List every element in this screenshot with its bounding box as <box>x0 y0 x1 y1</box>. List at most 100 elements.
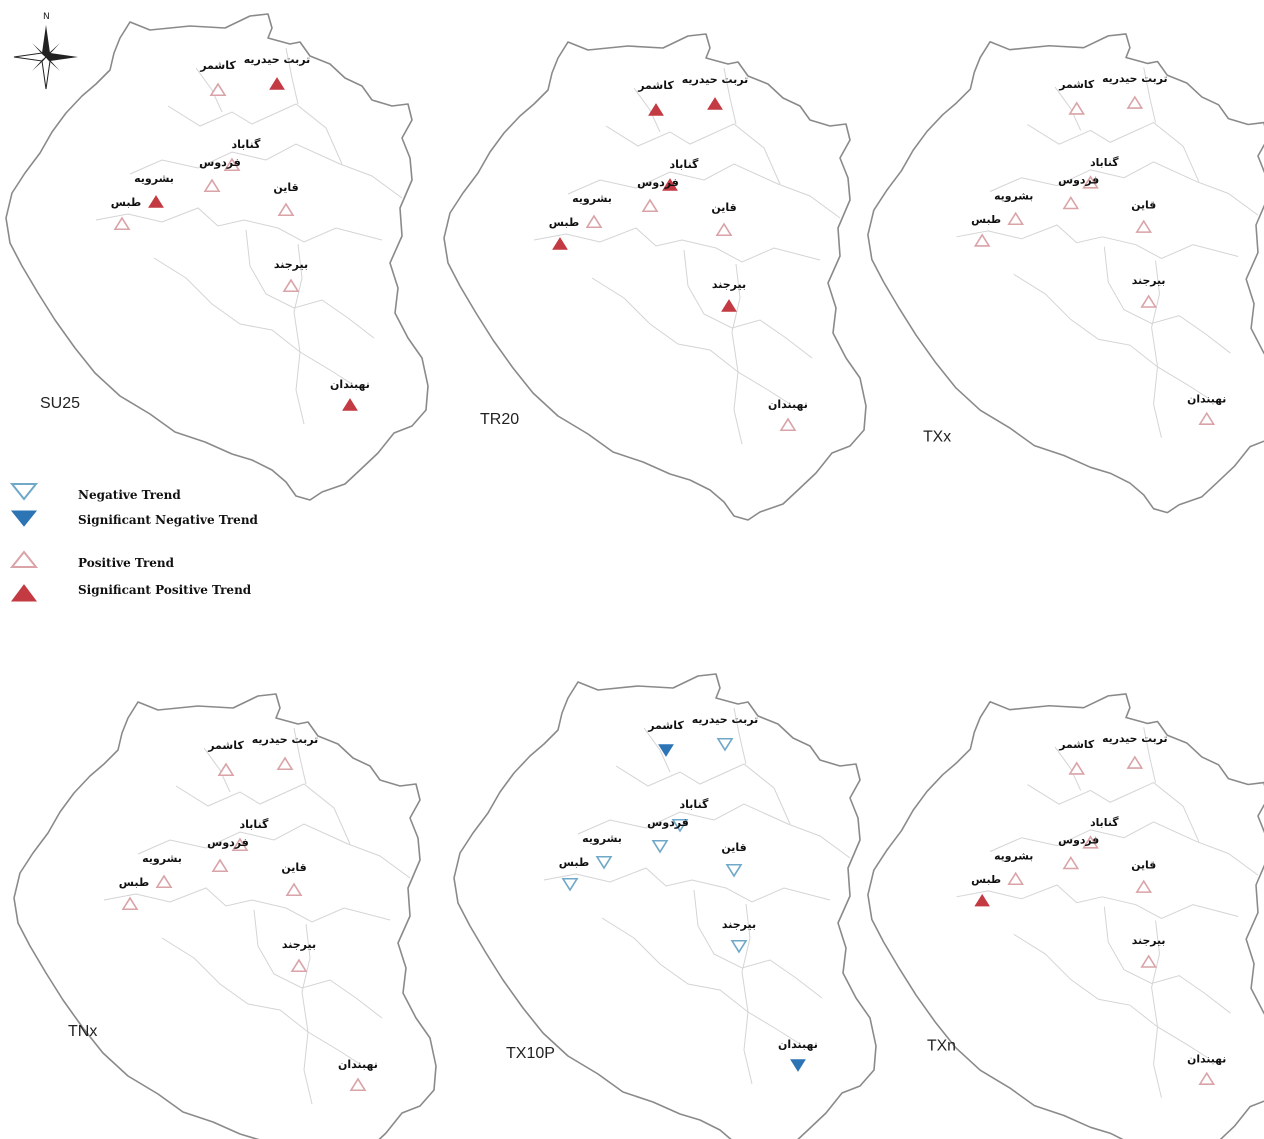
province-outline <box>5 13 429 501</box>
station-trend-marker <box>290 958 308 973</box>
station-trend-marker <box>730 939 748 954</box>
county-border <box>643 727 671 773</box>
legend-label-negative: Negative Trend <box>78 488 181 502</box>
station-label: قاین <box>721 841 746 854</box>
station-label: فردوس <box>1058 834 1099 847</box>
station-label: گناباد <box>1090 156 1119 169</box>
station-trend-marker <box>1062 855 1080 870</box>
legend-symbol-significant-negative <box>10 510 38 527</box>
station-trend-marker <box>342 398 358 411</box>
station-label: فردوس <box>647 816 689 829</box>
station-trend-marker <box>1068 761 1086 775</box>
county-border <box>175 783 351 845</box>
station-trend-marker <box>790 1059 806 1072</box>
station-label: قاین <box>1131 198 1156 211</box>
station-trend-marker <box>716 737 734 752</box>
county-border <box>161 937 361 1065</box>
station-trend-marker <box>209 82 227 97</box>
county-border <box>103 887 391 923</box>
station-label: بیرجند <box>274 258 308 271</box>
county-border <box>989 161 1259 216</box>
legend-label-significant-positive: Significant Positive Trend <box>78 583 252 597</box>
station-trend-marker <box>1126 95 1144 109</box>
county-border <box>293 243 305 425</box>
county-border <box>956 224 1239 260</box>
county-border <box>137 823 411 879</box>
station-trend-marker <box>1135 219 1153 233</box>
station-label: فردوس <box>1058 174 1099 187</box>
county-border <box>1151 920 1162 1098</box>
panel-index-label: TNx <box>68 1023 97 1040</box>
station-label: بیرجند <box>1132 934 1166 947</box>
station-label: قاین <box>1131 858 1156 871</box>
panel-index-label: TX10P <box>506 1045 555 1062</box>
province-outline <box>867 693 1264 1139</box>
station-label: تربت حیدریه <box>682 73 748 86</box>
station-trend-marker <box>269 77 285 90</box>
county-border <box>195 67 223 113</box>
station-label: طبس <box>119 876 149 889</box>
station-label: نهبندان <box>330 378 370 391</box>
panel-index-label: TXn <box>927 1037 956 1054</box>
station-trend-marker <box>217 762 235 777</box>
county-border <box>301 923 313 1105</box>
station-trend-marker <box>707 97 723 110</box>
station-label: گناباد <box>232 138 262 151</box>
county-border <box>293 727 307 785</box>
station-label: بشرویه <box>142 852 182 865</box>
station-trend-marker <box>973 233 991 247</box>
station-label: طبس <box>971 873 1001 886</box>
county-border <box>533 227 821 263</box>
station-trend-marker <box>1068 101 1086 115</box>
map-panel-tnx: تربت حیدریه کاشمر گناباد فردوس بشرویه طبس قاین… <box>13 693 437 1139</box>
station-label: قاین <box>281 861 306 874</box>
province-outline <box>453 673 877 1139</box>
county-border <box>1013 933 1209 1059</box>
station-trend-marker <box>1007 211 1024 226</box>
station-trend-marker <box>349 1077 367 1092</box>
station-trend-marker <box>277 202 295 217</box>
county-border <box>723 67 737 125</box>
map-panel-tx10p: تربت حیدریه کاشمر گناباد فردوس بشرویه طبس قاین… <box>453 673 877 1139</box>
station-trend-marker <box>1140 294 1157 308</box>
station-label: نهبندان <box>1187 392 1226 405</box>
county-border <box>1143 67 1157 123</box>
county-border <box>601 917 801 1045</box>
legend-label-significant-negative: Significant Negative Trend <box>78 513 259 527</box>
station-label: بیرجند <box>712 278 746 291</box>
panel-index-label: TR20 <box>480 411 519 428</box>
county-border <box>253 909 383 1019</box>
county-border <box>153 257 353 385</box>
station-label: بیرجند <box>282 938 316 951</box>
station-label: کاشمر <box>1058 738 1095 751</box>
station-label: بشرویه <box>572 192 612 205</box>
compass-north-label: N <box>43 12 50 22</box>
map-panel-txn: تربت حیدریه کاشمر گناباد فردوس بشرویه طبس قاین… <box>867 693 1264 1139</box>
station-label: تربت حیدریه <box>252 733 318 746</box>
county-border <box>956 884 1239 920</box>
station-label: گناباد <box>680 798 710 811</box>
station-label: بشرویه <box>134 172 174 185</box>
station-label: طبس <box>111 196 141 209</box>
station-label: کاشمر <box>199 59 236 72</box>
station-trend-marker <box>223 157 241 172</box>
station-label: بشرویه <box>994 189 1033 202</box>
station-label: نهبندان <box>768 398 808 411</box>
panel-index-label: TXx <box>923 429 951 446</box>
station-label: کاشمر <box>207 739 244 752</box>
trend-legend: Negative Trend Significant Negative Tren… <box>9 483 259 602</box>
station-label: گناباد <box>240 818 270 831</box>
station-trend-marker <box>203 178 221 193</box>
county-border <box>285 47 299 105</box>
station-trend-marker <box>779 417 797 432</box>
station-label: بیرجند <box>722 918 756 931</box>
station-trend-marker <box>1082 175 1099 189</box>
station-trend-marker <box>113 216 131 231</box>
station-trend-marker <box>561 877 579 892</box>
station-label: طبس <box>549 216 579 229</box>
county-border <box>167 103 343 165</box>
county-border <box>1027 781 1200 842</box>
province-outline <box>13 693 437 1139</box>
station-trend-marker <box>282 278 300 293</box>
